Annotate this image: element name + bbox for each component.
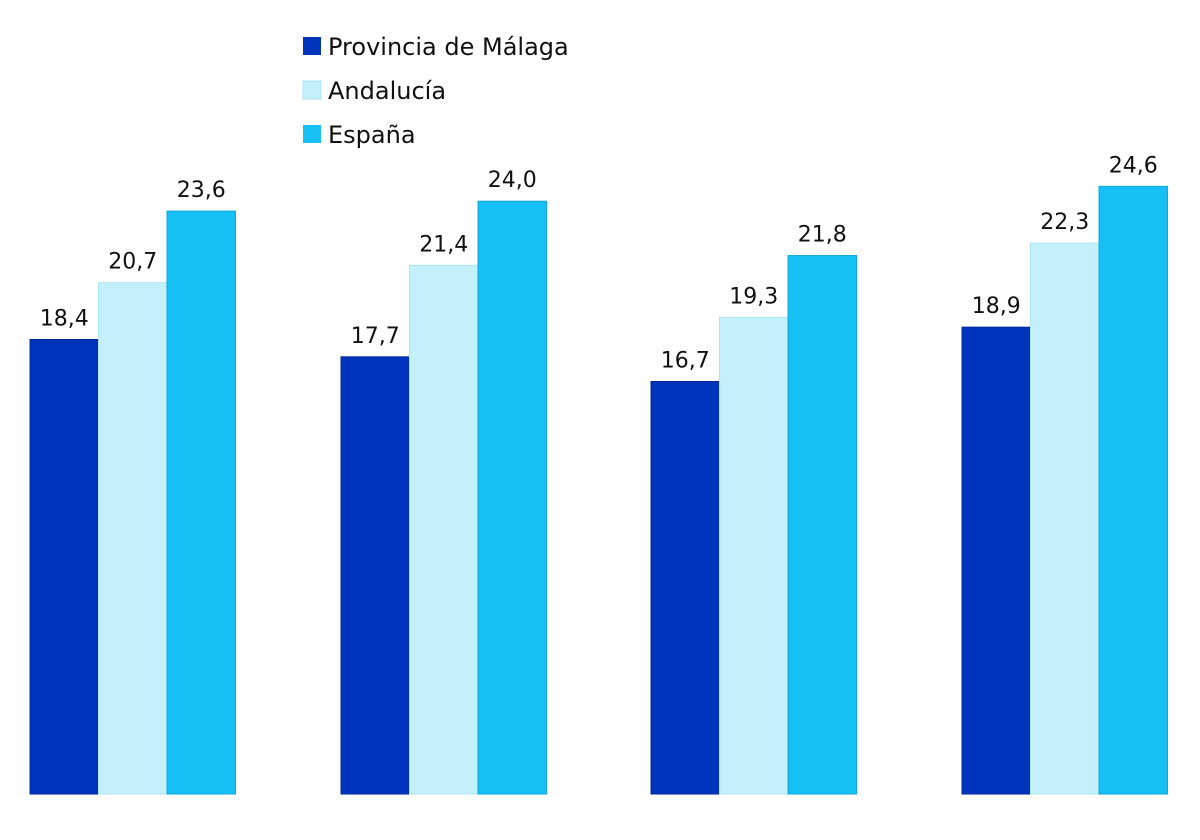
bar-2-3 — [1098, 185, 1168, 795]
bar-2-0 — [166, 210, 236, 795]
data-label-0-3: 18,9 — [972, 294, 1021, 319]
data-label-1-1: 21,4 — [419, 232, 468, 257]
data-label-1-3: 22,3 — [1040, 210, 1089, 235]
data-labels: 18,4 17,7 16,7 18,9 20,7 21,4 19,3 22,3 23,6 24,0… — [40, 153, 1158, 373]
bar-0-3 — [961, 326, 1031, 795]
data-label-2-3: 24,6 — [1109, 153, 1158, 178]
data-label-2-2: 21,8 — [798, 223, 847, 248]
data-label-0-1: 17,7 — [351, 324, 400, 349]
data-label-0-2: 16,7 — [661, 349, 710, 374]
legend-swatch-1 — [302, 80, 322, 100]
data-label-2-1: 24,0 — [488, 168, 537, 193]
bar-2-1 — [477, 200, 547, 795]
bar-0-1 — [340, 356, 410, 795]
data-label-1-2: 19,3 — [729, 284, 778, 309]
bar-1-2 — [719, 316, 789, 795]
legend-swatch-2 — [303, 125, 321, 143]
data-label-2-0: 23,6 — [177, 178, 226, 203]
legend-label-0: Provincia de Málaga — [328, 33, 569, 61]
legend: Provincia de Málaga Andalucía España — [302, 33, 569, 149]
bar-1-0 — [98, 282, 168, 795]
bars — [29, 185, 1168, 795]
data-label-1-0: 20,7 — [108, 250, 157, 275]
bar-1-1 — [409, 264, 479, 795]
bar-0-2 — [650, 381, 720, 795]
legend-label-2: España — [328, 121, 416, 149]
legend-swatch-0 — [303, 37, 321, 55]
bar-0-0 — [29, 339, 99, 795]
bar-2-2 — [787, 255, 857, 795]
legend-label-1: Andalucía — [328, 77, 446, 105]
data-label-0-0: 18,4 — [40, 307, 89, 332]
bar-1-3 — [1030, 242, 1100, 795]
